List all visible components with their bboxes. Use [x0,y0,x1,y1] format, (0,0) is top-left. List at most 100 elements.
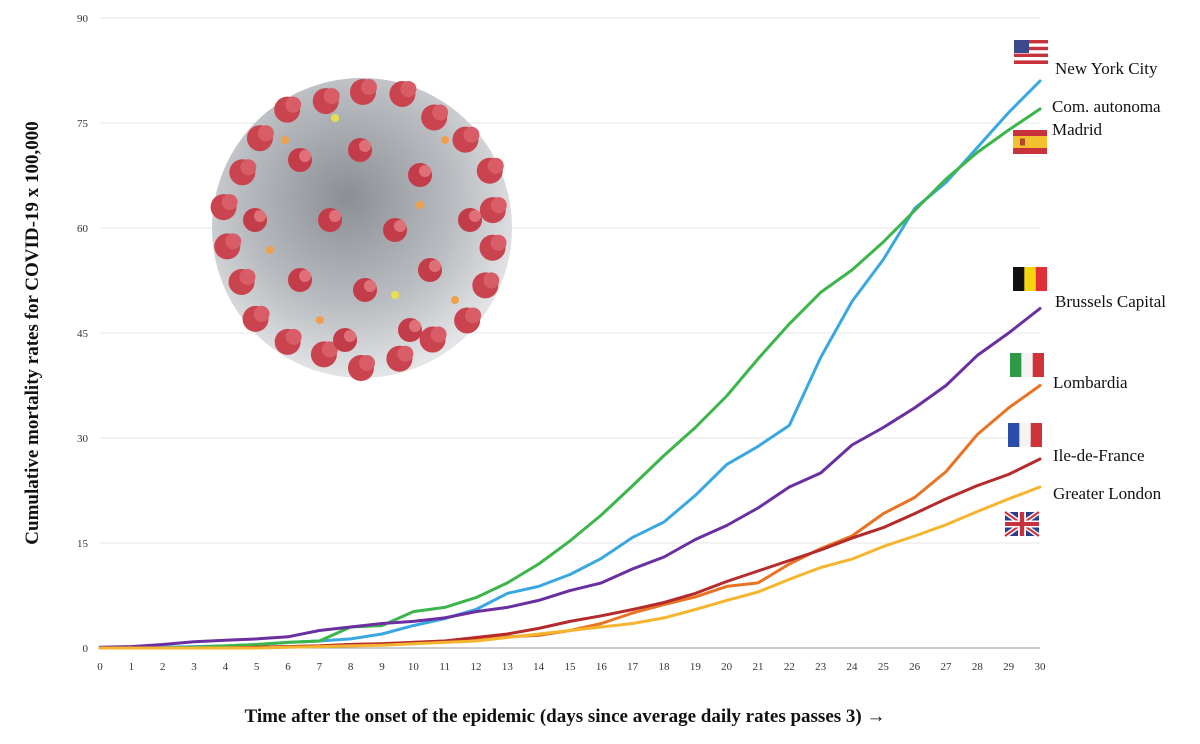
virus-spike [490,197,507,214]
y-tick-label-75: 75 [77,118,89,130]
virus-dot [281,136,289,144]
series-line-com-autonoma-madrid [98,107,1042,650]
virus-spike [394,220,406,232]
virus-spike [323,88,340,105]
series-lines [98,79,1042,650]
x-tick-label-27: 27 [941,661,953,673]
x-tick-label-5: 5 [254,661,260,673]
virus-spike [409,320,421,332]
x-axis-title: Time after the onset of the epidemic (da… [245,706,886,727]
virus-spike [429,260,441,272]
virus-spike [364,280,376,292]
x-tick-label-22: 22 [784,661,795,673]
x-tick-label-3: 3 [191,661,197,673]
x-tick-label-1: 1 [129,661,135,673]
virus-dot [416,201,424,209]
y-tick-label-60: 60 [77,223,89,235]
series-line-lombardia [98,384,1042,650]
x-tick-label-12: 12 [471,661,482,673]
y-tick-label-0: 0 [83,643,89,655]
x-tick-label-6: 6 [285,661,291,673]
coronavirus-illustration [210,78,512,381]
italy-flag-icon [1010,353,1044,377]
x-tick-label-7: 7 [317,661,323,673]
y-axis-ticks: 0 15 30 45 60 75 90 [77,13,89,655]
y-tick-label-90: 90 [77,13,89,25]
x-tick-label-0: 0 [97,661,103,673]
x-tick-label-18: 18 [659,661,671,673]
x-tick-label-28: 28 [972,661,984,673]
virus-spike [285,96,302,113]
y-tick-label-15: 15 [77,538,89,550]
x-tick-label-24: 24 [847,661,859,673]
x-tick-label-11: 11 [439,661,450,673]
virus-spike [253,305,270,322]
virus-dot [391,291,399,299]
x-tick-label-8: 8 [348,661,354,673]
label-lombardia: Lombardia [1053,373,1128,392]
virus-spike [463,126,480,143]
virus-dot [331,114,339,122]
virus-spike [358,354,375,371]
x-tick-label-21: 21 [753,661,764,673]
virus-spike [490,234,507,251]
virus-spike [254,210,266,222]
x-tick-label-13: 13 [502,661,514,673]
spain-flag-icon [1013,130,1047,154]
x-tick-label-30: 30 [1035,661,1047,673]
virus-spike [483,272,500,289]
virus-spike [430,326,447,343]
x-tick-label-10: 10 [408,661,420,673]
virus-spike [469,210,481,222]
y-axis-title: Cumulative mortality rates for COVID-19 … [22,121,43,544]
virus-spike [329,210,341,222]
label-brussels-capital: Brussels Capital [1055,292,1166,311]
virus-spike [359,140,371,152]
label-ile-de-france: Ile-de-France [1053,446,1145,465]
x-tick-label-29: 29 [1003,661,1015,673]
virus-spike [397,345,414,362]
label-madrid-line2: Madrid [1052,120,1103,139]
series-line-greater-london [98,485,1042,650]
x-axis-ticks: 0 1 2 3 4 5 6 7 8 9 10 11 12 13 14 15 16 17 18 19 20 21 22 23 24… [97,661,1046,673]
virus-dot [451,296,459,304]
virus-spike [257,125,274,142]
virus-spike [239,268,256,285]
series-labels: New York City Com. autonoma Madrid Bruss… [1052,59,1166,503]
virus-spike [360,79,377,96]
x-tick-label-23: 23 [815,661,827,673]
virus-dot [266,246,274,254]
x-tick-label-19: 19 [690,661,702,673]
x-tick-label-17: 17 [627,661,639,673]
virus-spike [299,270,311,282]
x-tick-label-20: 20 [721,661,733,673]
x-tick-label-14: 14 [533,661,545,673]
x-tick-label-26: 26 [909,661,921,673]
virus-spike [432,104,449,121]
x-tick-label-9: 9 [379,661,385,673]
virus-spike [400,80,417,97]
series-line-ile-de-france [98,457,1042,650]
y-tick-label-30: 30 [77,433,89,445]
x-tick-label-4: 4 [223,661,229,673]
uk-flag-icon [1003,509,1041,539]
virus-spike [465,307,482,324]
y-tick-label-45: 45 [77,328,89,340]
virus-spike [321,341,338,358]
virus-spike [419,165,431,177]
label-new-york-city: New York City [1055,59,1158,78]
virus-spike [487,157,504,174]
virus-spike [285,328,302,345]
usa-flag-icon [1014,40,1048,64]
x-tick-label-16: 16 [596,661,608,673]
series-line-brussels-capital [98,307,1042,649]
france-flag-icon [1008,423,1042,447]
virus-dot [441,136,449,144]
label-madrid-line1: Com. autonoma [1052,97,1161,116]
virus-spike [344,330,356,342]
label-greater-london: Greater London [1053,484,1162,503]
virus-spike [225,233,242,250]
virus-spike [240,159,257,176]
belgium-flag-icon [1013,267,1047,291]
